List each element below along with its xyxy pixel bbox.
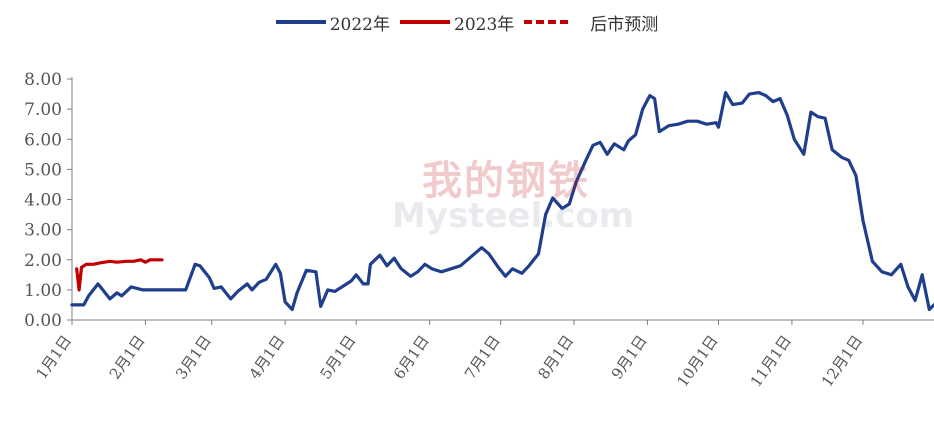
- legend-label-2022: 2022年: [329, 14, 390, 35]
- x-tick-label: 3月1日: [172, 332, 215, 383]
- series-line-2022: [70, 90, 934, 312]
- legend-item-2022[interactable]: 2022年: [275, 10, 390, 35]
- x-tick-label: 11月1日: [747, 332, 795, 390]
- y-tick-label: 8.00: [24, 70, 62, 90]
- y-axis-labels: 0.00 1.00 2.00 3.00 4.00 5.00 6.00 7.00 8.00: [24, 70, 62, 331]
- legend-item-2023[interactable]: 2023年: [400, 10, 514, 35]
- x-tick-label: 12月1日: [818, 332, 866, 390]
- x-tick-label: 2月1日: [106, 332, 149, 383]
- series-line-2023: [75, 258, 164, 292]
- x-tick-label: 7月1日: [461, 332, 504, 383]
- x-tick-label: 8月1日: [534, 332, 577, 383]
- x-tick-label: 10月1日: [673, 332, 721, 390]
- y-tick-label: 2.00: [24, 251, 62, 271]
- x-tick-label: 9月1日: [608, 332, 651, 383]
- axes: [67, 77, 934, 325]
- x-tick-label: 6月1日: [390, 332, 433, 383]
- legend: 2022年 2023年 后市预测: [0, 7, 934, 37]
- legend-item-forecast[interactable]: 后市预测: [524, 10, 658, 35]
- x-tick-label: 4月1日: [246, 332, 289, 383]
- y-tick-label: 7.00: [24, 100, 62, 120]
- y-tick-label: 5.00: [24, 160, 62, 180]
- legend-label-2023: 2023年: [454, 14, 515, 35]
- legend-label-forecast: 后市预测: [590, 14, 659, 35]
- x-tick-label: 5月1日: [317, 332, 360, 383]
- legend-swatch-2022: [275, 20, 326, 24]
- y-tick-label: 0.00: [24, 311, 62, 331]
- series-lines: [70, 90, 934, 312]
- x-tick-label: 1月1日: [32, 332, 75, 383]
- legend-swatch-forecast: [524, 20, 569, 24]
- y-tick-label: 4.00: [24, 191, 62, 211]
- y-tick-label: 6.00: [24, 130, 62, 150]
- y-tick-label: 1.00: [24, 281, 62, 301]
- legend-swatch-2023: [400, 20, 450, 24]
- x-axis-labels: 1月1日 2月1日 3月1日 4月1日 5月1日 6月1日 7月1日 8月1日 9月1日 10月1…: [32, 332, 866, 390]
- y-tick-label: 3.00: [24, 221, 62, 241]
